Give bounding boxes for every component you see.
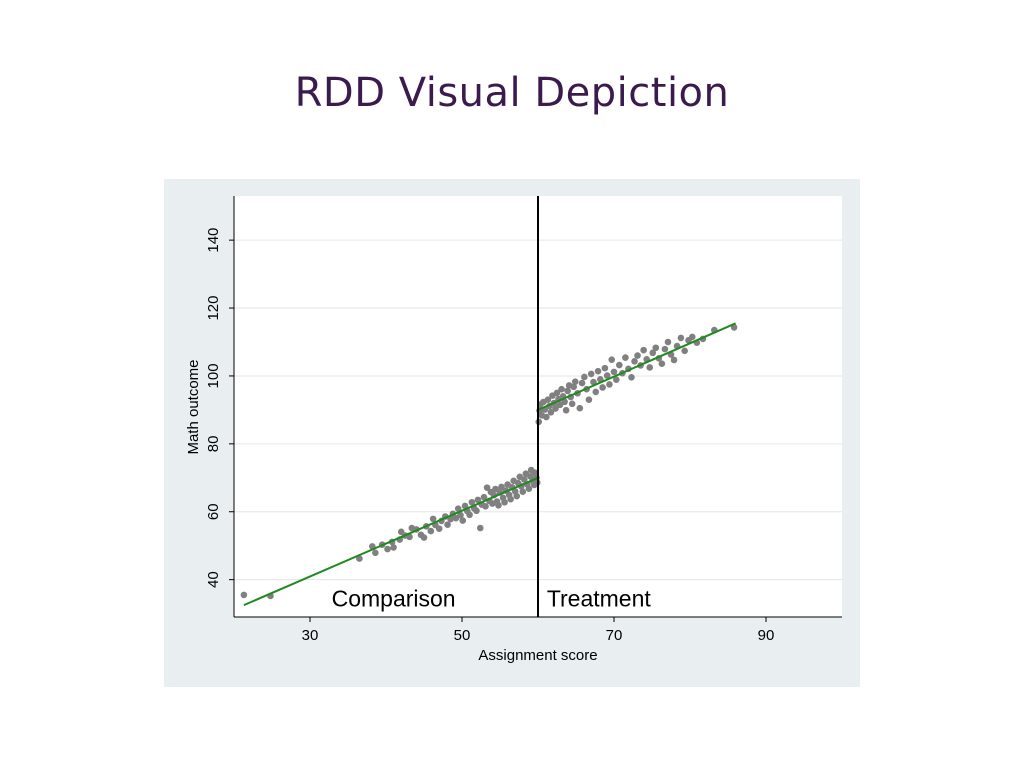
data-point — [664, 338, 672, 346]
data-point — [454, 505, 462, 512]
data-point — [480, 493, 488, 501]
data-point — [240, 591, 248, 599]
data-point — [658, 360, 666, 368]
data-point — [552, 405, 559, 412]
data-point — [568, 400, 576, 408]
data-point — [420, 534, 428, 541]
y-tick-label: 100 — [205, 363, 222, 388]
data-point — [356, 555, 363, 562]
data-point — [501, 498, 508, 506]
annotation-treatment: Treatment — [547, 585, 652, 611]
data-point — [457, 511, 464, 519]
data-point — [498, 483, 505, 491]
data-point — [459, 517, 467, 524]
slide-title: RDD Visual Depiction — [294, 70, 730, 116]
data-point — [447, 515, 454, 523]
data-point — [444, 521, 451, 528]
fit-lines — [243, 322, 737, 607]
data-point — [468, 498, 476, 506]
data-point — [495, 501, 502, 509]
y-tick-label: 80 — [205, 436, 222, 453]
data-point — [562, 406, 570, 414]
data-point — [435, 525, 443, 533]
fit-line-1 — [243, 476, 539, 607]
data-point — [585, 396, 593, 404]
data-point — [578, 379, 586, 387]
y-tick-label: 140 — [205, 228, 222, 253]
data-point — [587, 370, 595, 378]
data-point — [677, 334, 685, 342]
x-axis-label: Assignment score — [478, 647, 597, 664]
data-point — [427, 527, 435, 535]
data-point — [606, 381, 613, 388]
data-point — [553, 389, 561, 397]
data-point — [670, 356, 678, 364]
data-point — [634, 352, 641, 359]
data-point — [616, 361, 623, 369]
data-point — [476, 524, 484, 532]
data-point — [594, 367, 602, 375]
data-point — [519, 488, 527, 496]
data-point — [601, 364, 609, 372]
data-point — [521, 476, 528, 483]
data-point — [384, 545, 391, 553]
data-point — [603, 372, 611, 379]
data-point — [652, 344, 660, 352]
data-point — [628, 374, 635, 381]
data-point — [576, 404, 584, 412]
data-point — [482, 503, 489, 510]
data-point — [564, 387, 571, 395]
data-point — [599, 384, 606, 391]
data-point — [483, 484, 491, 491]
annotation-comparison: Comparison — [332, 585, 456, 611]
x-tick-label: 50 — [454, 627, 471, 644]
data-point — [681, 347, 688, 355]
data-point — [610, 368, 618, 376]
data-point — [507, 495, 514, 503]
data-point — [688, 333, 696, 341]
data-point — [592, 388, 600, 396]
fit-line-2 — [537, 322, 737, 411]
data-point — [531, 469, 539, 477]
data-point — [561, 398, 568, 406]
data-point — [390, 544, 397, 551]
x-tick-label: 30 — [302, 627, 319, 644]
data-point — [640, 346, 647, 354]
data-point — [649, 349, 657, 357]
data-point — [571, 378, 579, 386]
x-tick-label: 90 — [758, 627, 775, 644]
data-point — [646, 364, 654, 371]
data-point — [544, 396, 552, 404]
data-point — [372, 549, 379, 557]
data-point — [661, 345, 669, 353]
data-point — [558, 385, 565, 393]
data-point — [570, 383, 578, 391]
data-point — [608, 356, 616, 363]
axis-ticks: 40 60 80 100 120 140 30 50 70 90 — [205, 228, 774, 644]
y-tick-label: 40 — [205, 571, 222, 588]
y-tick-label: 120 — [205, 296, 222, 321]
data-point — [543, 413, 550, 421]
data-point — [513, 492, 521, 500]
data-point — [406, 533, 413, 541]
y-axis-label: Math outcome — [185, 359, 202, 454]
data-point — [581, 373, 588, 381]
data-points — [240, 324, 738, 600]
data-point — [525, 485, 533, 492]
data-point — [547, 408, 555, 416]
data-point — [622, 354, 629, 361]
data-point — [612, 376, 620, 383]
data-point — [429, 515, 437, 523]
data-point — [473, 507, 480, 515]
data-point — [631, 358, 638, 365]
data-point — [474, 496, 482, 504]
data-point — [466, 511, 473, 519]
y-tick-label: 60 — [205, 503, 222, 520]
data-point — [492, 485, 499, 493]
data-point — [590, 378, 597, 386]
x-tick-label: 70 — [606, 627, 623, 644]
